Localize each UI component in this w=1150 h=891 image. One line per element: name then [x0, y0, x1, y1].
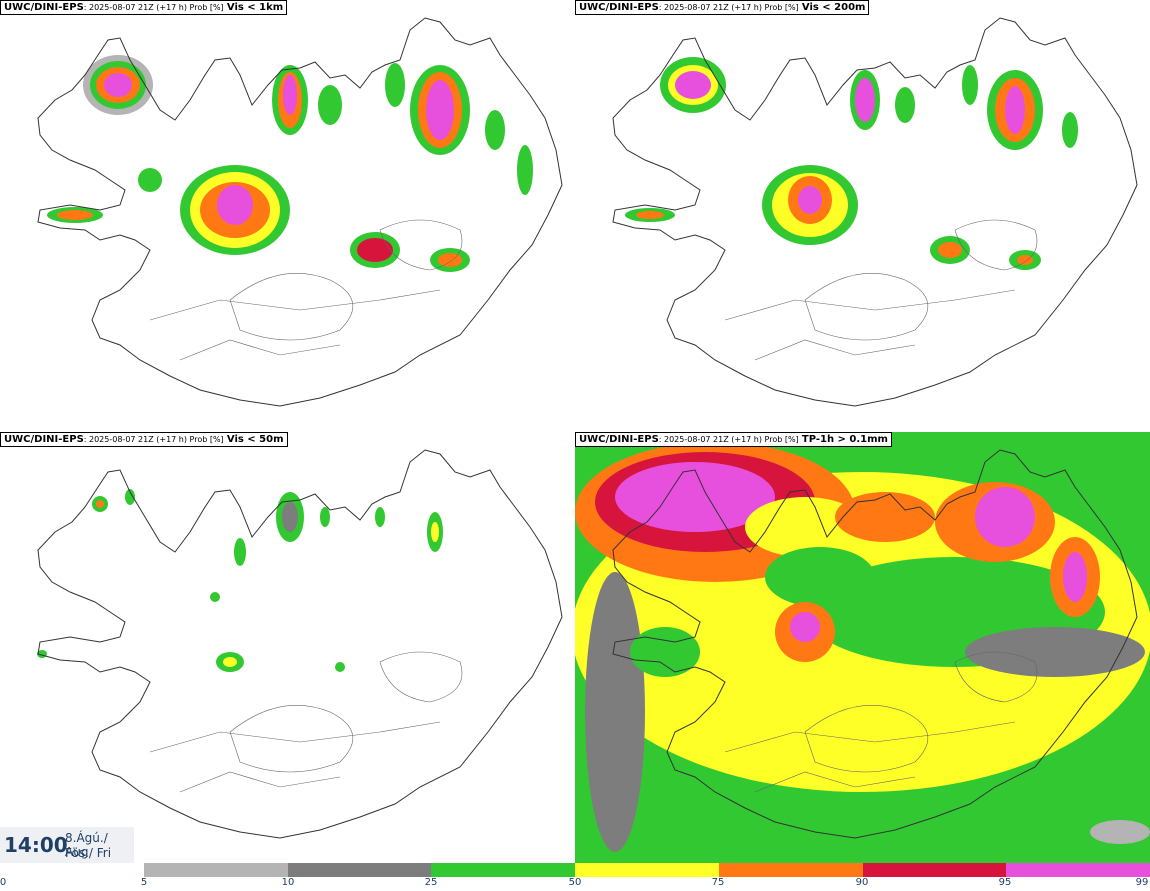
map-panel-vis-50m: UWC/DINI-EPS: 2025-08-07 21Z (+17 h) Pro… [0, 432, 575, 864]
probability-area [283, 75, 297, 115]
glacier-road-outline [954, 219, 1038, 271]
colorbar-segment [575, 863, 719, 877]
colorbar-tick: 25 [424, 877, 438, 888]
probability-area [630, 627, 700, 677]
colorbar-tick: 0 [0, 877, 7, 888]
glacier-road-outline [724, 721, 1016, 753]
probability-area [217, 185, 253, 225]
glacier-road-outline [804, 705, 929, 773]
probability-area [210, 592, 220, 602]
probability-area [485, 110, 505, 150]
valid-weekday: Fös./ Fri [65, 846, 112, 860]
probability-area [975, 487, 1035, 547]
probability-area [318, 85, 342, 125]
panel-title: UWC/DINI-EPS: 2025-08-07 21Z (+17 h) Pro… [0, 432, 288, 447]
probability-area [636, 211, 664, 219]
colorbar-tick: 95 [998, 877, 1012, 888]
probability-area [745, 497, 865, 557]
map-panel-vis-200m: UWC/DINI-EPS: 2025-08-07 21Z (+17 h) Pro… [575, 0, 1150, 432]
colorbar-tick: 90 [855, 877, 869, 888]
probability-area [104, 73, 132, 97]
probability-area [138, 168, 162, 192]
coastline [37, 449, 563, 839]
colorbar-segment [1006, 863, 1150, 877]
probability-area [335, 662, 345, 672]
colorbar-tick: 5 [140, 877, 148, 888]
probability-area [798, 186, 822, 214]
colorbar-tick: 50 [568, 877, 582, 888]
panel-title: UWC/DINI-EPS: 2025-08-07 21Z (+17 h) Pro… [575, 0, 870, 15]
map-panel-precip: UWC/DINI-EPS: 2025-08-07 21Z (+17 h) Pro… [575, 432, 1150, 864]
map-panel-vis-1km: UWC/DINI-EPS: 2025-08-07 21Z (+17 h) Pro… [0, 0, 575, 432]
glacier-road-outline [379, 219, 463, 271]
colorbar-tick: 99 [1135, 877, 1149, 888]
probability-area [895, 87, 915, 123]
valid-time-clock: 14:00 [4, 833, 68, 857]
probability-area [125, 489, 135, 505]
glacier-road-outline [179, 339, 341, 361]
probability-area [965, 627, 1145, 677]
glacier-road-outline [149, 289, 441, 321]
probability-area [517, 145, 533, 195]
probability-area [938, 242, 962, 258]
glacier-road-outline [754, 339, 916, 361]
valid-time-box: 14:00 8.Ágú./ Aug Fös./ Fri [0, 827, 134, 863]
iceland-map [37, 17, 563, 407]
panel-title: UWC/DINI-EPS: 2025-08-07 21Z (+17 h) Pro… [0, 0, 288, 15]
probability-area [282, 502, 298, 532]
probability-area [357, 238, 393, 262]
probability-area [96, 500, 104, 508]
probability-area [375, 507, 385, 527]
colorbar-segment [718, 863, 863, 877]
probability-area [962, 65, 978, 105]
panel-title: UWC/DINI-EPS: 2025-08-07 21Z (+17 h) Pro… [575, 432, 892, 447]
probability-area [1062, 112, 1078, 148]
probability-colorbar [144, 863, 1150, 877]
colorbar-tick: 10 [281, 877, 295, 888]
glacier-road-outline [149, 721, 441, 753]
probability-area [747, 675, 783, 699]
probability-area [585, 572, 645, 852]
glacier-road-outline [724, 289, 1016, 321]
colorbar-segment [431, 863, 576, 877]
valid-date: 8.Ágú./ Aug [65, 831, 108, 859]
probability-area [57, 210, 93, 220]
colorbar-segment [144, 863, 288, 877]
colorbar-segment [862, 863, 1007, 877]
probability-area [1017, 255, 1033, 265]
probability-area [438, 253, 462, 267]
probability-area [223, 657, 237, 667]
probability-area [431, 522, 439, 542]
probability-area [1005, 86, 1025, 134]
glacier-road-outline [229, 705, 354, 773]
probability-area [790, 612, 820, 642]
iceland-map [37, 449, 563, 839]
probability-area [320, 507, 330, 527]
probability-area [426, 80, 454, 140]
glacier-road-outline [954, 651, 1038, 703]
glacier-road-outline [379, 651, 463, 703]
iceland-map [612, 17, 1138, 407]
glacier-road-outline [229, 273, 354, 341]
probability-area [234, 538, 246, 566]
glacier-road-outline [754, 771, 916, 793]
probability-area [835, 492, 935, 542]
probability-area [855, 78, 875, 122]
coastline [612, 449, 1138, 839]
coastline [612, 17, 1138, 407]
glacier-road-outline [804, 273, 929, 341]
glacier-road-outline [179, 771, 341, 793]
colorbar-segment [287, 863, 432, 877]
probability-area [1090, 820, 1150, 844]
probability-area [675, 71, 711, 99]
probability-area [1063, 552, 1087, 602]
colorbar-tick: 75 [711, 877, 725, 888]
coastline [37, 17, 563, 407]
probability-area [615, 462, 775, 532]
iceland-map [575, 432, 1150, 864]
probability-area [385, 63, 405, 107]
